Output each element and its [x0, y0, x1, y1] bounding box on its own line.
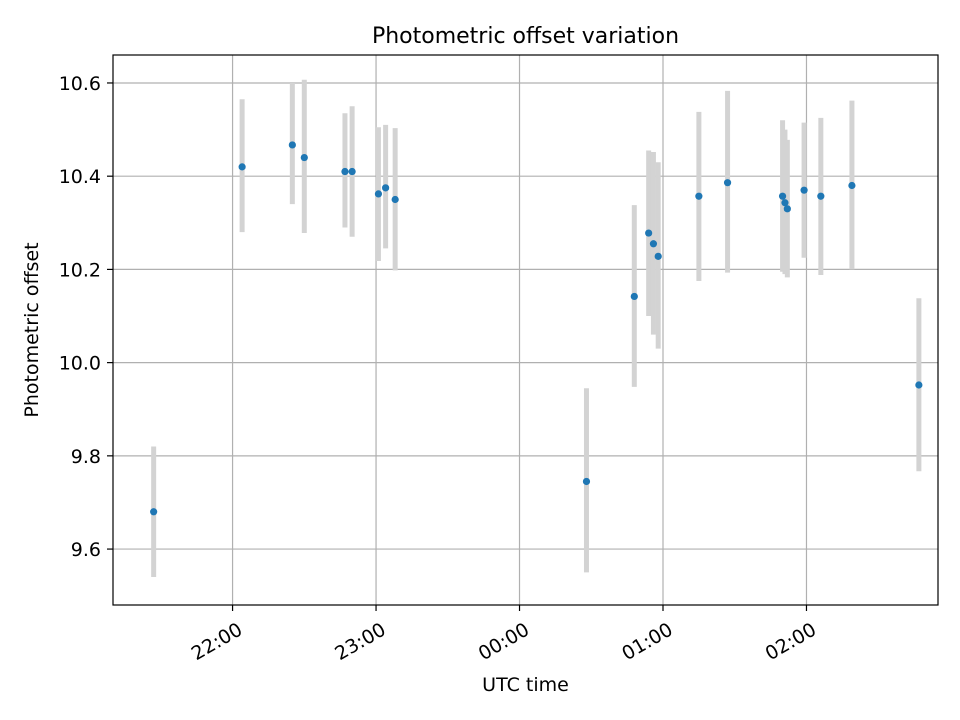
- data-point: [288, 141, 296, 149]
- data-point: [778, 192, 787, 200]
- y-axis-label: Photometric offset: [21, 242, 43, 417]
- x-tick-label: 22:00: [188, 619, 246, 665]
- data-point: [817, 192, 825, 200]
- y-tick-label: 10.6: [59, 73, 101, 95]
- data-point: [341, 167, 349, 176]
- data-point: [630, 292, 638, 301]
- data-point: [348, 167, 356, 176]
- tick-layer: 9.6 9.8 10.0 10.2 10.4 10.6 22:00 23:00 00:00 01:…: [59, 73, 820, 665]
- data-point: [645, 229, 653, 237]
- data-point: [391, 195, 399, 204]
- y-tick-label: 10.0: [59, 353, 101, 375]
- data-point: [382, 184, 390, 192]
- data-point: [848, 181, 856, 190]
- x-axis-label: UTC time: [482, 674, 569, 696]
- grid-layer: [113, 55, 938, 605]
- y-tick-label: 9.6: [71, 539, 101, 561]
- data-point: [150, 508, 158, 516]
- data-point: [649, 240, 658, 248]
- data-point: [800, 186, 808, 194]
- data-point: [374, 190, 383, 198]
- data-point: [915, 381, 923, 389]
- data-point: [695, 192, 703, 200]
- data-point: [300, 153, 308, 162]
- data-point: [723, 179, 732, 187]
- x-tick-label: 02:00: [762, 619, 820, 665]
- x-tick-label: 23:00: [331, 619, 389, 665]
- data-point: [582, 477, 591, 486]
- y-tick-label: 9.8: [71, 446, 101, 468]
- data-point: [781, 199, 789, 207]
- errorbar-layer: [151, 79, 922, 578]
- point-layer: [150, 141, 923, 516]
- x-tick-label: 01:00: [618, 619, 676, 665]
- y-tick-label: 10.2: [59, 259, 101, 281]
- data-point: [654, 252, 662, 260]
- plot-frame: [112, 54, 939, 606]
- chart-title: Photometric offset variation: [372, 24, 679, 49]
- data-point: [238, 163, 246, 171]
- y-tick-label: 10.4: [59, 166, 101, 188]
- data-point: [783, 205, 791, 213]
- x-tick-label: 00:00: [475, 619, 533, 665]
